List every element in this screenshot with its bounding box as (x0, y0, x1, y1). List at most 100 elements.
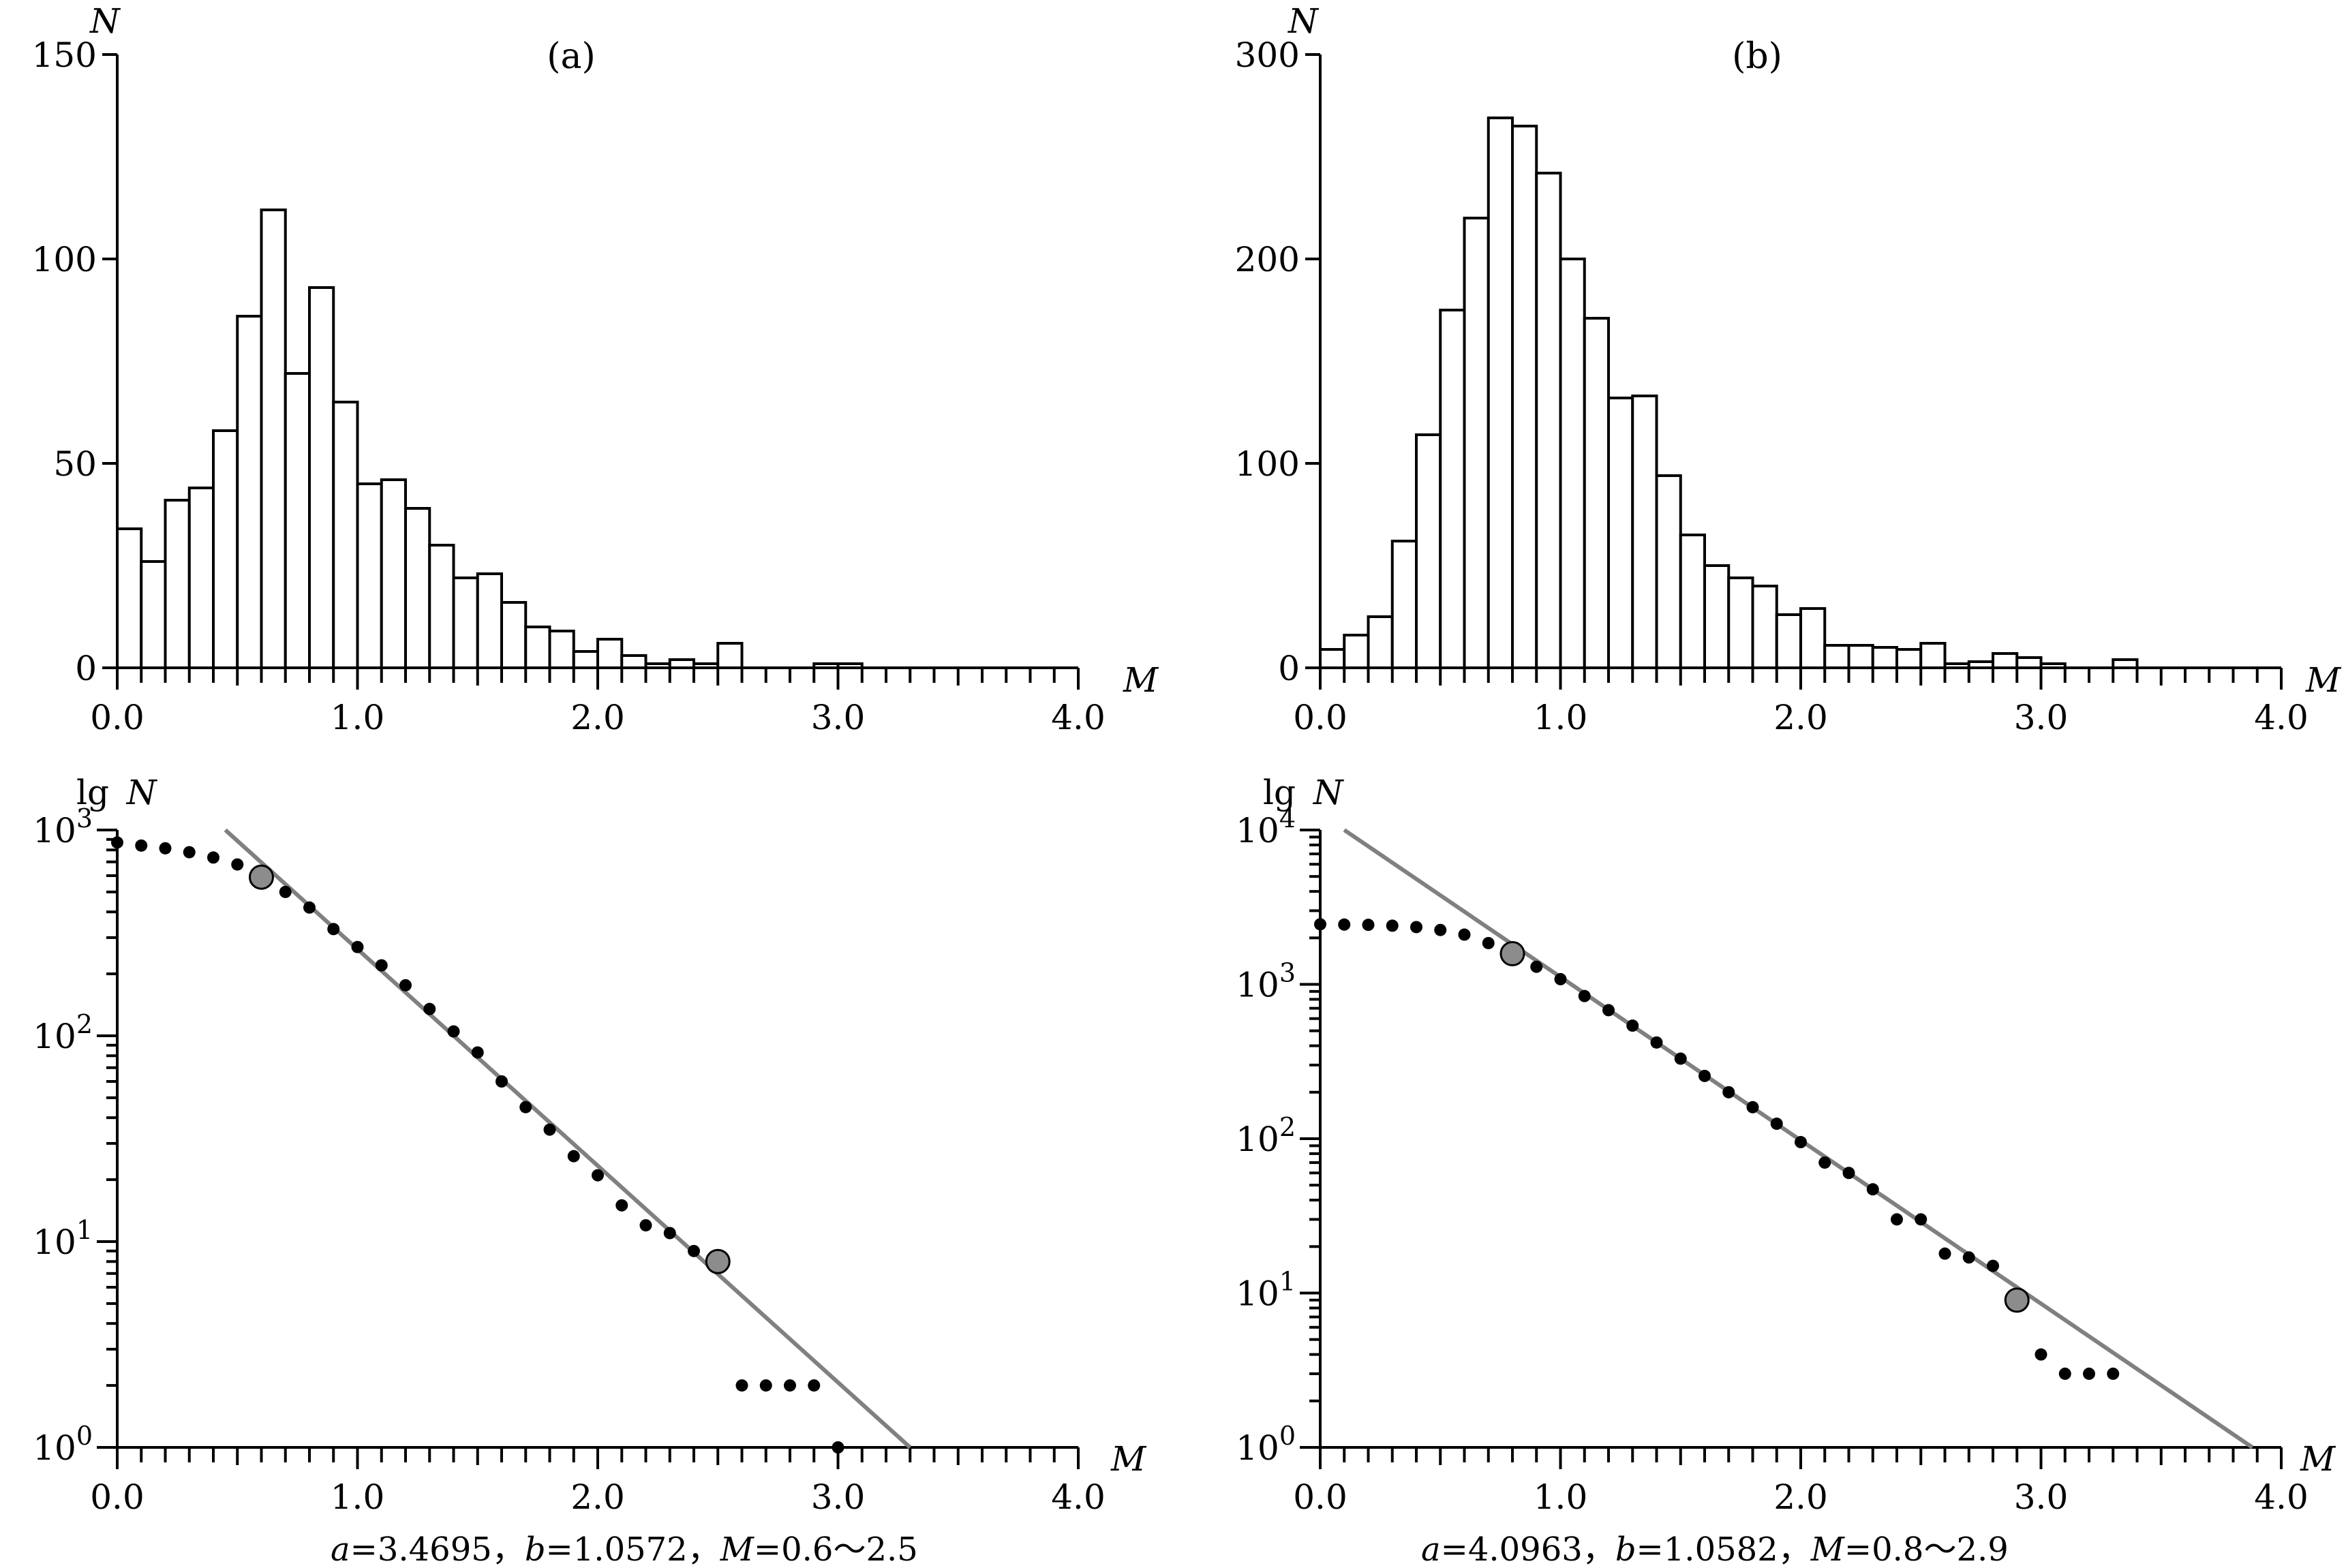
point-d-17 (1722, 1086, 1735, 1098)
point-d-23 (1866, 1183, 1879, 1196)
panel-label-b: (b) (1732, 36, 1782, 77)
caption-b-label-d: b (1615, 1531, 1636, 1568)
point-d-11 (1578, 989, 1591, 1002)
y-tick-label-a-3: 150 (32, 35, 97, 75)
point-d-26 (1938, 1247, 1951, 1260)
y-tick-label-a-1: 50 (53, 444, 97, 484)
y-axis-label-prefix-d: lg (1263, 773, 1296, 812)
caption-m-value-d: =0.8～2.9 (1844, 1531, 2009, 1568)
y-tick-label-c-3: 103 (33, 803, 93, 850)
point-d-15 (1674, 1052, 1687, 1065)
point-c-17 (519, 1101, 532, 1113)
y-tick-label-c-1: 101 (33, 1215, 93, 1262)
x-tick-label-a-2: 2.0 (570, 698, 625, 737)
point-c-10 (351, 940, 364, 953)
point-c-8 (303, 901, 316, 914)
point-d-3 (1386, 919, 1399, 932)
panel-label-a: (a) (547, 36, 596, 77)
caption-a-value-d: =4.0963， (1441, 1531, 1615, 1568)
bar-b-29 (2015, 656, 2043, 669)
bar-a-19 (572, 650, 599, 669)
bars-b (1319, 117, 2139, 669)
bar-a-14 (452, 577, 479, 669)
point-c-5 (231, 858, 244, 871)
point-d-24 (1891, 1213, 1903, 1226)
bar-a-2 (164, 499, 191, 669)
x-axis-label-c: M (1110, 1439, 1147, 1479)
point-c-9 (327, 923, 340, 936)
y-tick-label-a-0: 0 (75, 649, 97, 688)
bar-b-8 (1511, 125, 1538, 669)
y-axis-label-b: N (1288, 1, 1320, 41)
bar-b-4 (1415, 433, 1442, 669)
bar-b-14 (1655, 474, 1682, 669)
point-c-11 (375, 959, 388, 972)
y-axis-label-d: lg N (1263, 773, 1345, 812)
point-d-12 (1602, 1004, 1615, 1017)
point-c-15 (471, 1046, 484, 1059)
bar-a-20 (596, 638, 624, 669)
point-d-33 (2107, 1367, 2120, 1380)
y-tick-base-d-1: 10 (1236, 1274, 1279, 1314)
point-d-30 (2035, 1348, 2047, 1361)
caption-d: a=4.0963，b=1.0582，M=0.8～2.9 (1421, 1531, 2009, 1568)
y-ticks-b: 0 100 200 300 (1235, 35, 1320, 688)
caption-a-label-d: a (1421, 1531, 1441, 1568)
y-tick-base-d-0: 10 (1236, 1428, 1279, 1468)
point-c-13 (423, 1002, 436, 1015)
point-c-22 (639, 1219, 652, 1232)
x-tick-label-d-3: 3.0 (2014, 1477, 2069, 1517)
x-tick-label-a-0: 0.0 (90, 698, 144, 737)
caption-m-label-d: M (1810, 1531, 1846, 1568)
point-c-4 (207, 851, 219, 864)
x-ticks-a: 0.0 1.0 2.0 3.0 4.0 (90, 668, 1106, 737)
bar-b-3 (1390, 540, 1418, 669)
bar-a-1 (140, 560, 167, 669)
point-d-28 (1987, 1259, 1999, 1272)
caption-a-value-c: =3.4695， (350, 1531, 525, 1568)
y-tick-base-d-4: 10 (1236, 811, 1279, 850)
x-ticks-d: 0.0 1.0 2.0 3.0 4.0 (1293, 1447, 2309, 1517)
x-axis-label-d: M (2300, 1439, 2336, 1479)
bar-b-1 (1343, 634, 1370, 669)
x-tick-label-c-0: 0.0 (90, 1477, 144, 1517)
point-c-12 (399, 979, 412, 991)
bar-a-25 (716, 642, 744, 669)
point-d-1 (1338, 918, 1351, 931)
point-c-18 (543, 1123, 556, 1136)
y-tick-base-c-2: 10 (33, 1017, 76, 1056)
y-tick-label-b-1: 100 (1235, 444, 1300, 484)
highlighted-point-d-0 (1499, 941, 1525, 967)
bar-b-24 (1895, 648, 1923, 669)
x-tick-label-a-3: 3.0 (811, 698, 866, 737)
y-tick-label-d-1: 101 (1236, 1267, 1296, 1314)
y-tick-label-a-2: 100 (32, 240, 97, 279)
x-tick-label-b-2: 2.0 (1773, 698, 1828, 737)
points-d (1314, 918, 2120, 1380)
x-tick-label-b-3: 3.0 (2014, 698, 2069, 737)
x-tick-label-a-4: 4.0 (1051, 698, 1106, 737)
point-d-19 (1770, 1118, 1783, 1131)
x-tick-label-a-1: 1.0 (331, 698, 385, 737)
y-tick-exp-c-0: 0 (76, 1421, 93, 1451)
y-tick-label-b-3: 300 (1235, 35, 1300, 75)
point-c-19 (567, 1150, 580, 1163)
x-ticks-b: 0.0 1.0 2.0 3.0 4.0 (1293, 668, 2309, 737)
point-d-22 (1842, 1167, 1855, 1180)
x-axis-label-a: M (1123, 660, 1159, 700)
point-d-20 (1795, 1136, 1807, 1149)
caption-m-value-c: =0.6～2.5 (754, 1531, 918, 1568)
point-c-24 (688, 1244, 700, 1257)
bar-a-5 (236, 315, 263, 669)
bar-a-11 (380, 478, 407, 669)
bar-b-19 (1775, 613, 1802, 669)
point-c-28 (784, 1379, 796, 1392)
y-tick-label-d-3: 103 (1236, 958, 1296, 1005)
y-axis-label-a: N (89, 1, 121, 41)
caption-m-label-c: M (720, 1531, 755, 1568)
point-d-10 (1554, 972, 1567, 985)
y-tick-exp-c-1: 1 (76, 1215, 93, 1245)
